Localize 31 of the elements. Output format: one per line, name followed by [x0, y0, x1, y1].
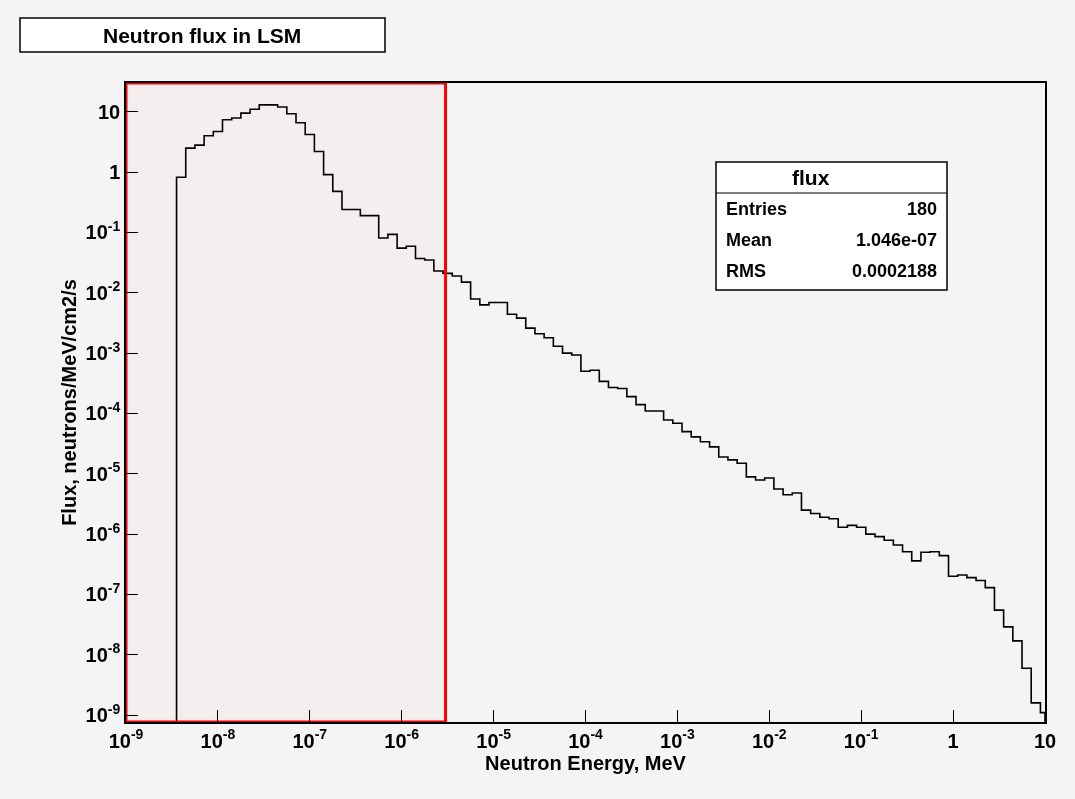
x-tick-label: 10$^{-6}$: [384, 726, 420, 752]
annotation: 180: [907, 199, 938, 219]
x-tick-label: 10$^{-3}$: [660, 726, 695, 752]
annotation: 0.0002188: [852, 261, 938, 281]
x-tick-label: 10$^{-5}$: [476, 726, 512, 752]
annotation: Entries: [726, 199, 788, 219]
chart-title: Neutron flux in LSM: [103, 24, 302, 47]
y-axis-title: Flux, neutrons/MeV/cm2/s: [57, 279, 80, 526]
y-tick-label: 10$^{-9}$: [85, 700, 121, 727]
x-tick-label: 10: [1033, 729, 1057, 752]
y-tick-label: 10$^{-1}$: [85, 218, 121, 244]
x-tick-label: 10$^{-8}$: [200, 726, 236, 752]
y-tick-label: 10$^{-4}$: [85, 399, 121, 425]
annotation: 1.046e-07: [856, 230, 938, 250]
x-tick-label: 1: [947, 729, 959, 752]
y-tick-label: 10$^{-5}$: [85, 459, 121, 485]
y-tick-label: 10$^{-3}$: [85, 338, 121, 365]
x-tick-label: 10$^{-1}$: [843, 726, 879, 752]
annotation: RMS: [726, 261, 766, 281]
y-tick-label: 10: [98, 100, 121, 123]
annotation: flux: [792, 166, 830, 189]
x-tick-label: 10$^{-7}$: [292, 726, 328, 752]
annotation: Mean: [726, 230, 773, 250]
x-axis-title: Neutron Energy, MeV: [485, 751, 687, 774]
y-tick-label: 10$^{-8}$: [85, 640, 121, 666]
y-tick-label: 10$^{-7}$: [85, 580, 121, 606]
y-tick-label: 10$^{-6}$: [85, 519, 121, 546]
x-tick-label: 10$^{-2}$: [751, 726, 787, 752]
y-tick-label: 10$^{-2}$: [85, 278, 121, 304]
y-tick-label: 1: [109, 161, 121, 184]
x-tick-label: 10$^{-4}$: [568, 726, 604, 752]
